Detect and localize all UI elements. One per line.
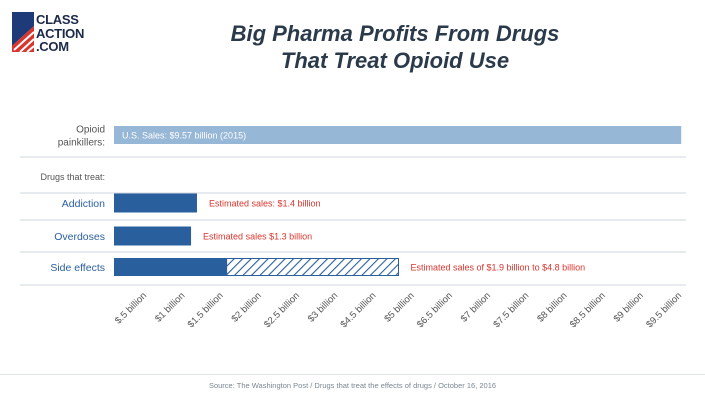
x-tick-label: $1 billion — [153, 290, 187, 324]
x-tick-label: $7.5 billion — [491, 290, 531, 330]
x-tick-label: $.5 billion — [113, 290, 149, 326]
category-label: Overdoses — [54, 231, 105, 243]
x-tick-label: $6.5 billion — [415, 290, 455, 330]
title-line-1: Big Pharma Profits From Drugs — [230, 21, 560, 46]
category-label: Opioid — [76, 125, 105, 136]
x-tick-label: $1.5 billion — [186, 290, 226, 330]
bar-value-label: U.S. Sales: $9.57 billion (2015) — [122, 131, 246, 141]
x-tick-label: $3 billion — [306, 290, 340, 324]
bar — [114, 258, 227, 276]
x-tick-label: $8 billion — [535, 290, 569, 324]
bar — [114, 226, 192, 246]
bar-value-label: Estimated sales of $1.9 billion to $4.8 … — [411, 263, 586, 273]
bar-chart: Drugs that treat: Opioid painkillers: Addic… — [20, 125, 686, 330]
flag-icon — [12, 12, 34, 52]
bar — [114, 126, 682, 144]
brand-wordmark: CLASS ACTION .COM — [36, 13, 84, 54]
chart-title: Big Pharma Profits From Drugs That Treat… — [150, 20, 640, 74]
bar — [114, 193, 197, 213]
brand-line-1: CLASS — [36, 12, 79, 27]
category-label: painkillers: — [58, 138, 105, 149]
x-tick-label: $9.5 billion — [644, 290, 684, 330]
category-label: Side effects — [50, 262, 105, 274]
bar-value-label: Estimated sales: $1.4 billion — [209, 199, 321, 209]
x-tick-label: $4.5 billion — [339, 290, 379, 330]
x-tick-label: $8.5 billion — [568, 290, 608, 330]
title-line-2: That Treat Opioid Use — [280, 48, 510, 73]
brand-line-3: .COM — [36, 39, 69, 54]
x-tick-label: $9 billion — [612, 290, 646, 324]
section-label: Drugs that treat: — [40, 172, 105, 182]
source-note: Source: The Washington Post / Drugs that… — [208, 381, 497, 390]
bar-value-label: Estimated sales $1.3 billion — [203, 232, 312, 242]
x-tick-label: $2.5 billion — [262, 290, 302, 330]
category-label: Addiction — [62, 198, 105, 210]
classaction-logo: CLASS ACTION .COM — [12, 12, 92, 62]
brand-line-2: ACTION — [36, 25, 85, 41]
x-tick-label: $2 billion — [229, 290, 263, 324]
x-tick-label: $5 billion — [382, 290, 416, 324]
x-tick-label: $7 billion — [459, 290, 493, 324]
bar-range-extension — [226, 258, 399, 276]
footer-divider — [0, 374, 705, 375]
